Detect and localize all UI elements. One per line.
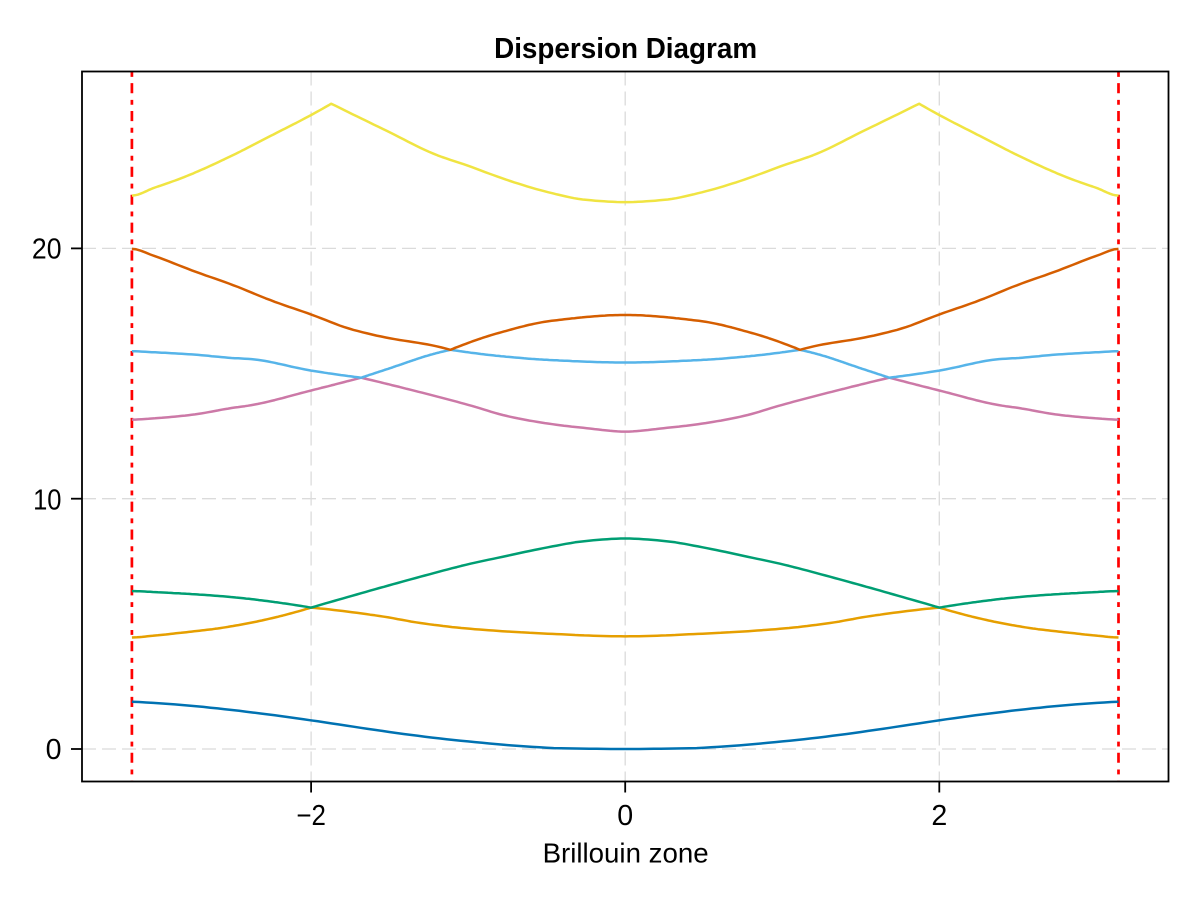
svg-text:Dispersion Diagram: Dispersion Diagram: [494, 33, 757, 65]
svg-text:Brillouin zone: Brillouin zone: [543, 838, 709, 869]
svg-text:20: 20: [32, 234, 62, 266]
svg-text:−2: −2: [296, 800, 326, 832]
svg-text:0: 0: [617, 800, 633, 832]
svg-text:0: 0: [46, 734, 62, 766]
svg-text:10: 10: [33, 485, 61, 517]
svg-text:2: 2: [931, 800, 947, 832]
